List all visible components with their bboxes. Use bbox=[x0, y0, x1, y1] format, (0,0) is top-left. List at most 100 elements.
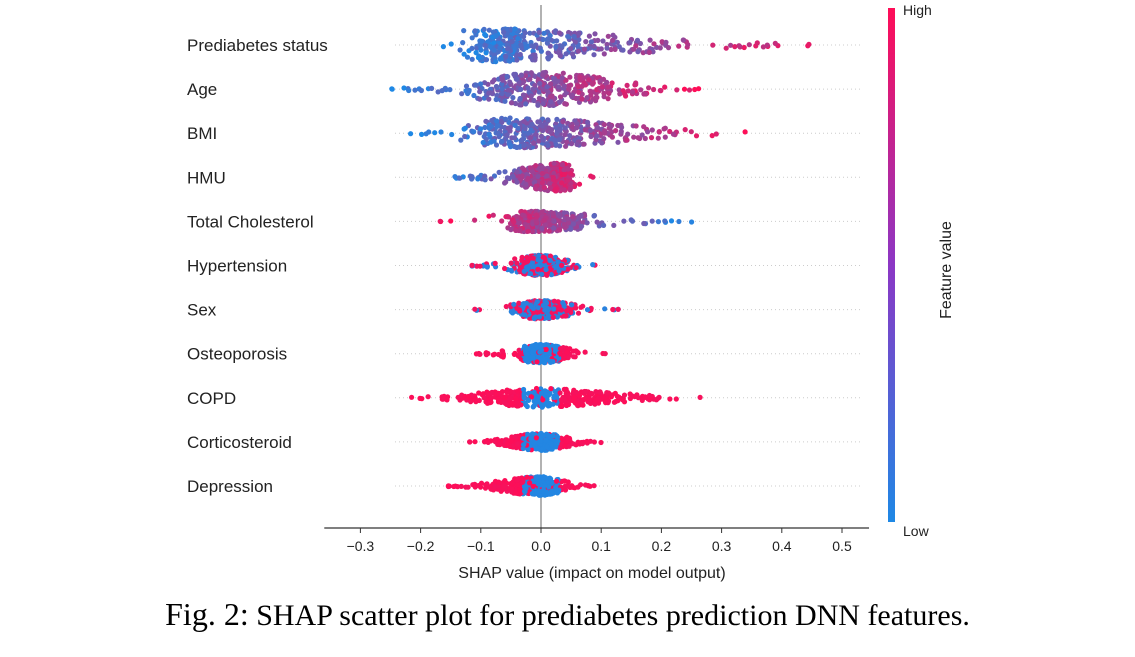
shap-point bbox=[518, 402, 523, 407]
shap-point bbox=[500, 86, 505, 91]
shap-point bbox=[542, 185, 547, 190]
feature-label: COPD bbox=[187, 389, 236, 408]
shap-point bbox=[511, 219, 516, 224]
shap-point bbox=[424, 131, 429, 136]
shap-point bbox=[539, 391, 544, 396]
shap-point bbox=[543, 438, 548, 443]
shap-point bbox=[606, 91, 611, 96]
shap-point bbox=[540, 123, 545, 128]
shap-point bbox=[502, 99, 507, 104]
shap-point bbox=[485, 438, 490, 443]
shap-point bbox=[622, 393, 627, 398]
shap-point bbox=[478, 48, 483, 53]
shap-point bbox=[502, 483, 507, 488]
shap-point bbox=[658, 88, 663, 93]
shap-point bbox=[472, 439, 477, 444]
shap-point bbox=[449, 41, 454, 46]
colorbar bbox=[888, 8, 895, 522]
row-guides bbox=[395, 45, 860, 486]
shap-point bbox=[539, 402, 544, 407]
colorbar-high-label: High bbox=[903, 2, 932, 18]
shap-point bbox=[511, 72, 516, 77]
shap-point bbox=[548, 129, 553, 134]
shap-point bbox=[557, 268, 562, 273]
shap-point bbox=[595, 38, 600, 43]
shap-point bbox=[521, 442, 526, 447]
shap-point bbox=[564, 140, 569, 145]
shap-point bbox=[564, 403, 569, 408]
shap-point bbox=[484, 351, 489, 356]
shap-point bbox=[401, 85, 406, 90]
shap-point bbox=[601, 223, 606, 228]
shap-point bbox=[682, 87, 687, 92]
shap-point bbox=[541, 31, 546, 36]
shap-point bbox=[599, 140, 604, 145]
shap-point bbox=[576, 440, 581, 445]
shap-point bbox=[509, 39, 514, 44]
shap-point bbox=[548, 476, 553, 481]
shap-point bbox=[489, 391, 494, 396]
x-axis-title: SHAP value (impact on model output) bbox=[458, 565, 725, 582]
shap-point bbox=[515, 36, 520, 41]
shap-point bbox=[579, 213, 584, 218]
shap-point bbox=[559, 180, 564, 185]
shap-point bbox=[535, 267, 540, 272]
shap-point bbox=[504, 132, 509, 137]
shap-point bbox=[478, 126, 483, 131]
shap-point bbox=[724, 46, 729, 51]
shap-point bbox=[587, 396, 592, 401]
shap-point bbox=[577, 74, 582, 79]
shap-point bbox=[560, 300, 565, 305]
shap-point bbox=[495, 438, 500, 443]
shap-point bbox=[489, 124, 494, 129]
shap-point bbox=[565, 34, 570, 39]
shap-point bbox=[508, 143, 513, 148]
colorbar-low-label: Low bbox=[903, 523, 930, 539]
shap-point bbox=[595, 220, 600, 225]
shap-point bbox=[515, 389, 520, 394]
shap-point bbox=[566, 480, 571, 485]
shap-point bbox=[508, 396, 513, 401]
shap-point bbox=[566, 87, 571, 92]
shap-point bbox=[476, 55, 481, 60]
shap-point bbox=[654, 397, 659, 402]
shap-point bbox=[502, 266, 507, 271]
shap-point bbox=[527, 143, 532, 148]
shap-point bbox=[496, 480, 501, 485]
shap-point bbox=[577, 393, 582, 398]
shap-point bbox=[526, 229, 531, 234]
shap-point bbox=[555, 438, 560, 443]
shap-point bbox=[580, 84, 585, 89]
shap-point bbox=[530, 169, 535, 174]
shap-point bbox=[576, 49, 581, 54]
x-tick-label: 0.4 bbox=[772, 538, 792, 554]
shap-point bbox=[539, 344, 544, 349]
shap-point bbox=[520, 479, 525, 484]
shap-point bbox=[569, 302, 574, 307]
shap-point bbox=[542, 308, 547, 313]
shap-point bbox=[583, 39, 588, 44]
shap-point bbox=[613, 128, 618, 133]
shap-point bbox=[537, 89, 542, 94]
shap-point bbox=[539, 49, 544, 54]
shap-point bbox=[477, 89, 482, 94]
shap-point bbox=[502, 395, 507, 400]
shap-point bbox=[563, 125, 568, 130]
shap-point bbox=[462, 126, 467, 131]
shap-point bbox=[610, 38, 615, 43]
shap-point bbox=[412, 88, 417, 93]
shap-point bbox=[467, 439, 472, 444]
shap-point bbox=[529, 70, 534, 75]
shap-point bbox=[479, 39, 484, 44]
shap-point bbox=[647, 393, 652, 398]
x-tick-label: 0.1 bbox=[591, 538, 611, 554]
shap-point bbox=[486, 132, 491, 137]
shap-point bbox=[595, 125, 600, 130]
shap-point bbox=[502, 169, 507, 174]
shap-point bbox=[572, 485, 577, 490]
shap-point bbox=[472, 482, 477, 487]
shap-point bbox=[539, 226, 544, 231]
shap-point bbox=[568, 187, 573, 192]
shap-point bbox=[543, 482, 548, 487]
shap-point bbox=[635, 38, 640, 43]
